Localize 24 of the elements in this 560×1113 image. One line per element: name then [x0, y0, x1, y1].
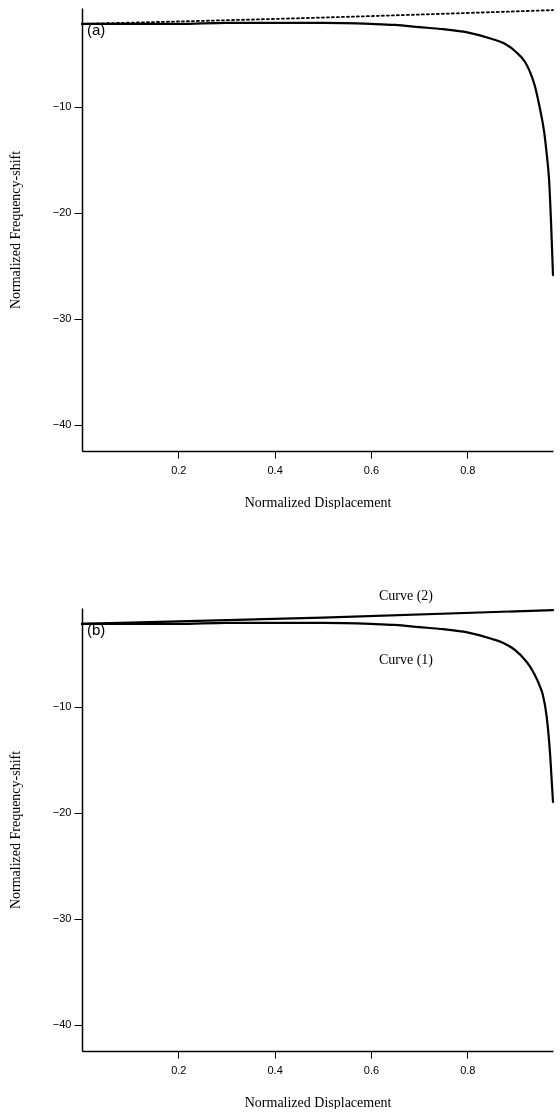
x-tick-label: 0.4 [267, 463, 283, 476]
annotation: (b) [87, 621, 106, 638]
series-label: Curve (1) [378, 652, 434, 668]
y-tick-label: −10 [52, 700, 72, 713]
x-axis-title: Normalized Displacement [244, 494, 392, 510]
x-tick-label: 0.2 [171, 1063, 187, 1076]
y-tick-label: −40 [52, 1018, 72, 1030]
x-tick-label: 0.4 [267, 1063, 283, 1076]
y-tick-label: −40 [52, 418, 72, 430]
x-tick-label: 0.6 [363, 1063, 380, 1076]
y-tick-label: −30 [52, 312, 72, 325]
y-tick-label: −30 [52, 912, 72, 925]
y-tick-label: −10 [52, 100, 72, 113]
x-tick-label: 0.6 [363, 463, 380, 476]
y-tick-label: −20 [52, 806, 72, 819]
x-tick-label: 0.8 [460, 463, 476, 476]
x-axis-title: Normalized Displacement [244, 1094, 392, 1110]
y-axis-title: Normalized Frequency-shift [7, 150, 23, 310]
y-tick-label: −20 [52, 206, 72, 219]
y-axis-title: Normalized Frequency-shift [7, 750, 23, 910]
x-tick-label: 0.2 [171, 463, 187, 476]
series-label: Curve (2) [378, 588, 434, 604]
x-tick-label: 0.8 [460, 1063, 476, 1076]
annotation: (a) [87, 21, 106, 38]
